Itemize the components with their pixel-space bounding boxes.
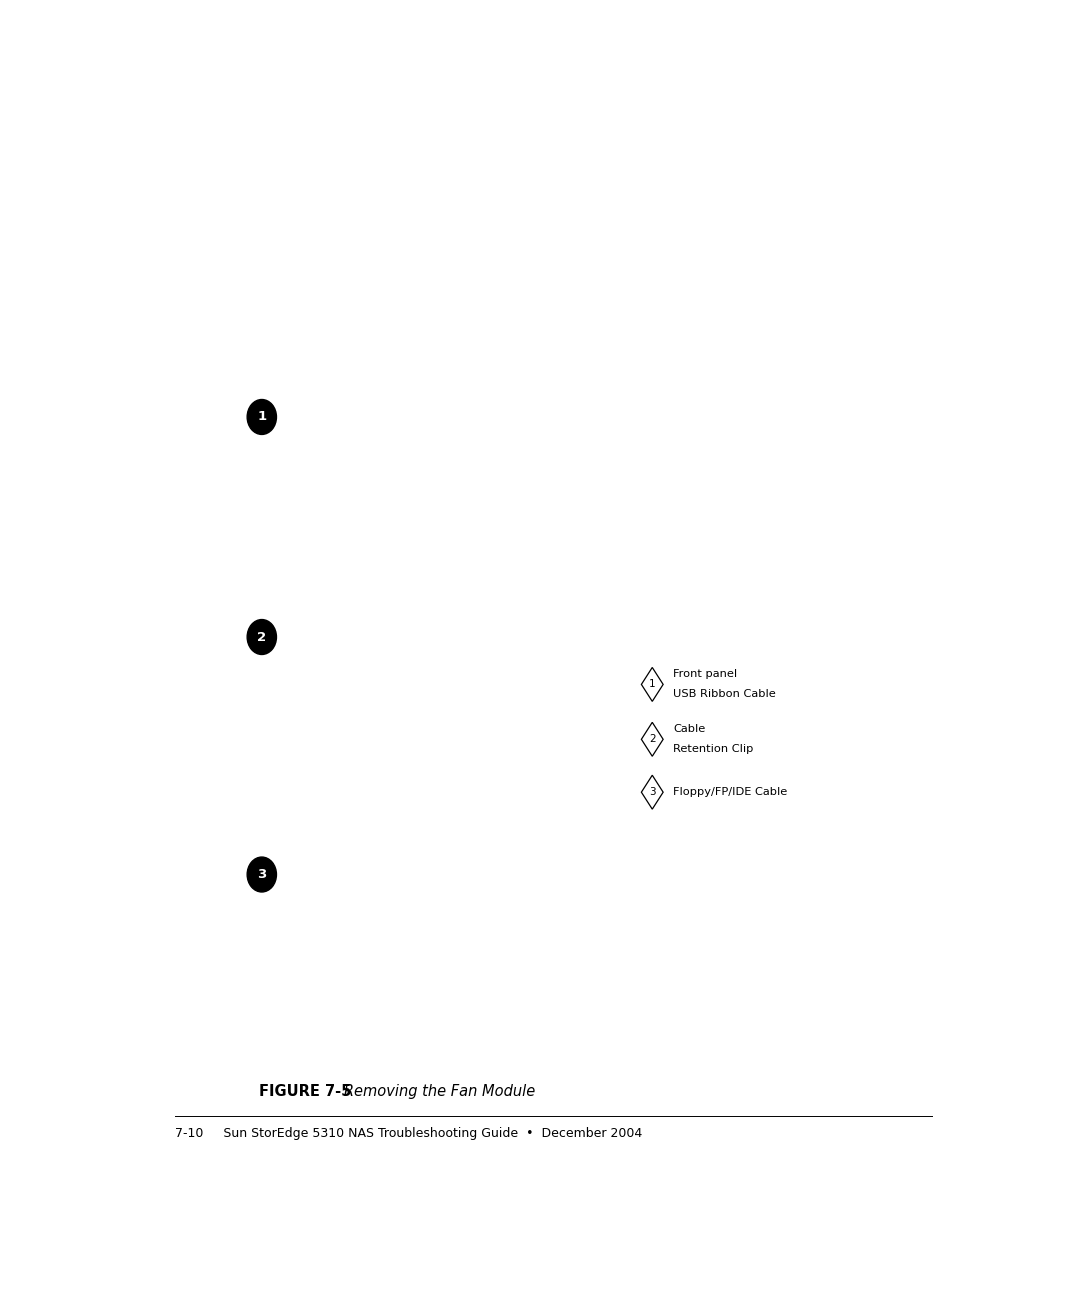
Text: Front panel: Front panel [673,670,738,679]
Text: 2: 2 [649,735,656,744]
Text: 1: 1 [257,411,267,424]
Text: Removing the Fan Module: Removing the Fan Module [330,1083,536,1099]
Text: 3: 3 [257,868,267,881]
Text: FIGURE 7-5: FIGURE 7-5 [259,1083,351,1099]
Text: Floppy/FP/IDE Cable: Floppy/FP/IDE Cable [673,787,787,797]
Text: 1: 1 [649,679,656,689]
Circle shape [247,857,276,892]
Text: 7-10     Sun StorEdge 5310 NAS Troubleshooting Guide  •  December 2004: 7-10 Sun StorEdge 5310 NAS Troubleshooti… [175,1128,643,1140]
Text: 2: 2 [257,631,267,644]
Circle shape [247,399,276,434]
Text: USB Ribbon Cable: USB Ribbon Cable [673,689,775,700]
Circle shape [247,619,276,654]
Text: 3: 3 [649,787,656,797]
Text: Retention Clip: Retention Clip [673,744,754,754]
Text: Cable: Cable [673,724,705,735]
